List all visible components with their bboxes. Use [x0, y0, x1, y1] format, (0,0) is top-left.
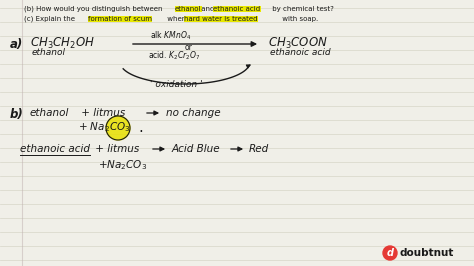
Text: + $Na_2CO_3$: + $Na_2CO_3$ [78, 120, 130, 134]
Circle shape [106, 116, 130, 140]
Text: $+Na_2CO_3$: $+Na_2CO_3$ [98, 158, 147, 172]
Text: by chemical test?: by chemical test? [270, 6, 334, 12]
Text: $CH_3COON$: $CH_3COON$ [268, 36, 328, 51]
Text: d: d [386, 248, 393, 258]
Text: doubtnut: doubtnut [400, 248, 455, 258]
Text: + litmus: + litmus [92, 144, 139, 154]
Text: $CH_3CH_2OH$: $CH_3CH_2OH$ [30, 36, 95, 51]
Circle shape [383, 246, 397, 260]
Text: hard water is treated: hard water is treated [184, 16, 257, 22]
Text: a): a) [10, 38, 23, 51]
Text: ethanol: ethanol [175, 6, 201, 12]
Text: or: or [185, 43, 193, 52]
Text: (c) Explain the: (c) Explain the [24, 16, 77, 23]
Text: formation of scum: formation of scum [88, 16, 152, 22]
Text: ' oxidation ': ' oxidation ' [150, 80, 202, 89]
Text: b): b) [10, 108, 24, 121]
Text: when: when [165, 16, 189, 22]
Text: + litmus: + litmus [78, 108, 125, 118]
Text: ethanol: ethanol [32, 48, 66, 57]
Text: Red: Red [249, 144, 269, 154]
Text: alk $KMnO_4$: alk $KMnO_4$ [150, 30, 191, 43]
Text: with soap.: with soap. [280, 16, 318, 22]
Text: ethanol: ethanol [30, 108, 69, 118]
Text: ethanoic acid: ethanoic acid [213, 6, 260, 12]
Text: acid. $K_2Cr_2O_7$: acid. $K_2Cr_2O_7$ [148, 50, 201, 63]
Text: ethanoic acid: ethanoic acid [20, 144, 90, 154]
Text: and: and [199, 6, 217, 12]
Text: Acid Blue: Acid Blue [172, 144, 220, 154]
Text: ethanoic acid: ethanoic acid [270, 48, 331, 57]
Text: .: . [138, 120, 143, 135]
Text: no change: no change [166, 108, 220, 118]
Text: (b) How would you distinguish between: (b) How would you distinguish between [24, 6, 165, 13]
